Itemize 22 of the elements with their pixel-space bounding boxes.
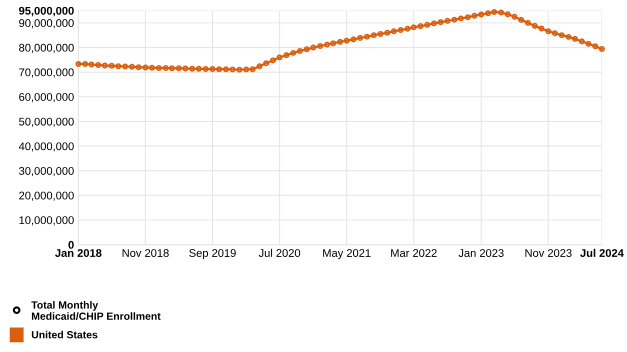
y-tick-label: 60,000,000 [19, 93, 74, 102]
legend-title: Total Monthly Medicaid/CHIP Enrollment [31, 301, 161, 320]
y-tick-label: 10,000,000 [19, 216, 74, 226]
y-tick-label: 90,000,000 [19, 19, 74, 28]
x-tick-label: Jan 2018 [55, 249, 102, 257]
x-tick-label: May 2021 [323, 249, 371, 260]
y-tick-label: 95,000,000 [18, 6, 74, 16]
y-tick-label: 0 [68, 240, 74, 249]
legend-label: United States [32, 330, 98, 338]
y-tick-label: 80,000,000 [19, 44, 74, 53]
y-tick-label: 20,000,000 [19, 192, 74, 201]
x-tick-label: Jul 2020 [258, 248, 300, 257]
x-tick-label: Nov 2023 [525, 249, 572, 257]
x-tick-label: Nov 2018 [122, 249, 169, 257]
y-tick-label: 40,000,000 [18, 142, 74, 152]
x-tick-label: Jan 2023 [458, 249, 504, 257]
x-tick-label: Mar 2022 [391, 249, 437, 257]
y-tick-label: 30,000,000 [19, 166, 74, 176]
x-tick-label: Jul 2024 [580, 248, 624, 257]
x-tick-label: Sep 2019 [189, 249, 236, 260]
y-tick-label: 50,000,000 [19, 118, 74, 127]
y-tick-label: 70,000,000 [19, 68, 74, 78]
